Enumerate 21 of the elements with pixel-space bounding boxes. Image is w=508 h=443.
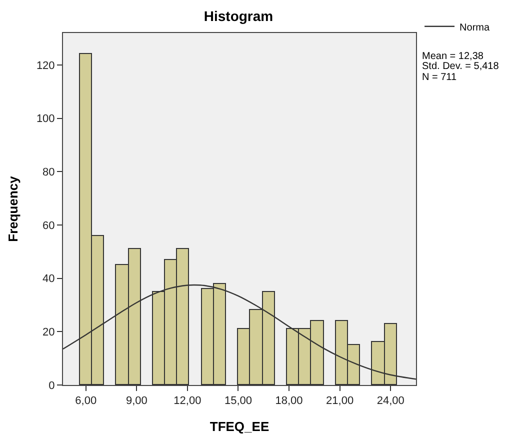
x-tick-label: 9,00 <box>126 395 148 408</box>
x-tick-label: 18,00 <box>275 395 303 408</box>
x-axis-title: TFEQ_EE <box>210 418 270 434</box>
x-tick-label: 21,00 <box>326 395 354 408</box>
y-tick-label: 0 <box>48 380 55 392</box>
text: Mean = 12,38 <box>422 51 484 62</box>
chart-title: Histogram <box>204 8 274 24</box>
y-tick-label: 100 <box>36 113 55 126</box>
text: Std. Dev. = 5,418 <box>422 61 500 72</box>
x-tick-label: 6,00 <box>75 395 97 408</box>
y-tick-label: 20 <box>42 326 55 339</box>
text: N = 711 <box>422 72 457 83</box>
y-tick-label: 60 <box>42 220 55 232</box>
x-tick-label: 15,00 <box>224 395 252 408</box>
y-tick-label: 40 <box>42 273 55 286</box>
y-tick-label: 120 <box>36 60 55 72</box>
x-tick-label: 12,00 <box>174 395 202 408</box>
y-tick-label: 80 <box>42 166 55 179</box>
legend-label: Norma <box>460 22 490 34</box>
y-axis-title: Frequency <box>5 175 20 242</box>
x-tick-label: 24,00 <box>376 395 404 408</box>
